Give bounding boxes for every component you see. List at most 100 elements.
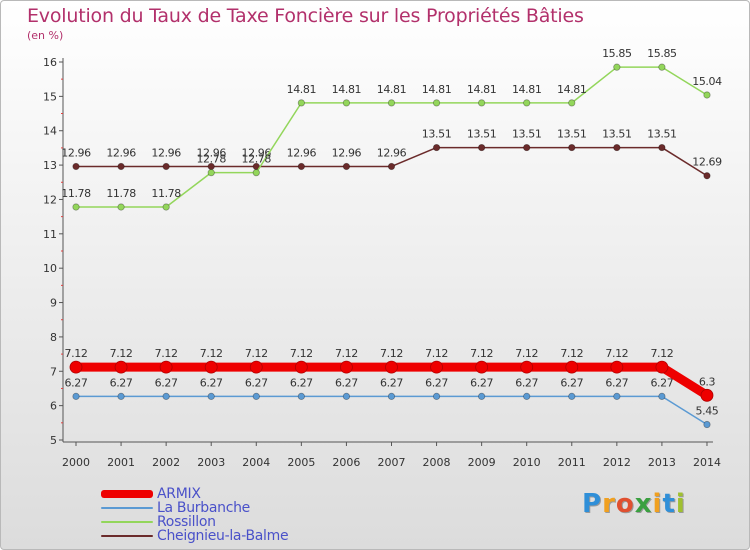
y-tick-label: 6 [50, 400, 57, 413]
data-point-armix [475, 360, 489, 374]
data-label-la-burbanche: 6.27 [65, 376, 88, 389]
data-point-la-burbanche [342, 392, 351, 400]
data-point-la-burbanche [432, 392, 441, 400]
data-label-cheignieu-la-balme: 13.51 [512, 128, 542, 141]
data-label-la-burbanche: 5.45 [696, 405, 719, 418]
data-point-rossillon [117, 203, 125, 211]
data-label-la-burbanche: 6.27 [110, 376, 133, 389]
legend-swatch [101, 490, 153, 498]
data-point-rossillon [523, 99, 531, 107]
data-label-armix: 7.12 [560, 347, 583, 360]
x-tick-label: 2004 [242, 456, 270, 469]
data-point-la-burbanche [207, 392, 215, 400]
data-label-rossillon: 15.85 [602, 47, 632, 60]
data-label-cheignieu-la-balme: 12.96 [242, 146, 272, 159]
data-point-rossillon [658, 63, 666, 71]
logo-letter: o [615, 489, 635, 519]
data-point-la-burbanche [568, 392, 576, 400]
data-point-armix [249, 360, 263, 374]
data-label-armix: 7.12 [470, 347, 493, 360]
data-point-cheignieu-la-balme [297, 162, 305, 171]
y-tick-label: 15 [43, 90, 57, 103]
data-label-rossillon: 14.81 [287, 83, 317, 96]
data-label-armix: 7.12 [605, 347, 628, 360]
data-point-rossillon [478, 99, 486, 107]
data-point-rossillon [613, 63, 621, 71]
chart-subtitle: (en %) [27, 29, 64, 42]
data-label-cheignieu-la-balme: 13.51 [557, 128, 587, 141]
logo-letter: P [582, 489, 603, 519]
data-point-armix [69, 360, 83, 374]
data-label-la-burbanche: 6.27 [560, 376, 583, 389]
data-point-armix [204, 360, 218, 374]
data-label-rossillon: 15.04 [692, 75, 722, 88]
y-tick-label: 5 [50, 434, 57, 447]
data-label-armix: 7.12 [245, 347, 268, 360]
x-tick-label: 2003 [197, 456, 225, 469]
data-label-rossillon: 14.81 [332, 83, 362, 96]
data-point-cheignieu-la-balme [658, 143, 666, 152]
y-tick-label: 7 [50, 365, 57, 378]
data-label-la-burbanche: 6.27 [245, 376, 268, 389]
data-label-cheignieu-la-balme: 12.96 [287, 146, 317, 159]
data-point-armix [610, 360, 624, 374]
x-tick-label: 2007 [377, 456, 405, 469]
data-point-cheignieu-la-balme [72, 162, 80, 171]
data-point-cheignieu-la-balme [568, 143, 576, 152]
data-point-cheignieu-la-balme [162, 162, 170, 171]
data-point-rossillon [162, 203, 170, 211]
data-point-armix [340, 360, 353, 374]
data-point-la-burbanche [478, 392, 486, 400]
x-tick-label: 2001 [107, 456, 135, 469]
data-label-rossillon: 14.81 [422, 83, 452, 96]
data-point-armix [294, 360, 308, 374]
data-label-rossillon: 14.81 [467, 83, 497, 96]
data-point-rossillon [72, 203, 80, 211]
x-tick-label: 2002 [152, 456, 180, 469]
data-label-cheignieu-la-balme: 13.51 [422, 128, 452, 141]
data-point-rossillon [432, 99, 441, 107]
data-label-la-burbanche: 6.27 [425, 376, 448, 389]
data-point-cheignieu-la-balme [478, 143, 486, 152]
data-point-armix [159, 360, 173, 374]
legend-label: Rossillon [157, 514, 216, 530]
legend-label: La Burbanche [157, 500, 250, 516]
data-label-armix: 7.12 [650, 347, 673, 360]
data-label-cheignieu-la-balme: 12.96 [61, 146, 91, 159]
data-point-la-burbanche [613, 392, 621, 400]
data-label-armix: 7.12 [200, 347, 223, 360]
legend-item: Cheignieu-la-Balme [101, 529, 289, 543]
data-label-cheignieu-la-balme: 12.96 [332, 146, 362, 159]
y-tick-label: 13 [43, 159, 57, 172]
data-label-cheignieu-la-balme: 12.96 [196, 146, 226, 159]
x-tick-label: 2000 [62, 456, 90, 469]
legend-swatch [101, 521, 153, 523]
legend-swatch [101, 507, 153, 509]
legend-swatch [101, 535, 153, 537]
data-label-cheignieu-la-balme: 12.96 [377, 146, 407, 159]
data-label-armix: 7.12 [335, 347, 358, 360]
data-label-la-burbanche: 6.27 [650, 376, 673, 389]
data-point-la-burbanche [297, 392, 305, 400]
logo-letter: i [675, 489, 686, 519]
data-point-cheignieu-la-balme [613, 143, 621, 152]
data-label-la-burbanche: 6.27 [515, 376, 538, 389]
data-point-la-burbanche [162, 392, 170, 400]
y-tick-label: 10 [43, 262, 57, 275]
data-point-cheignieu-la-balme [703, 172, 711, 180]
data-label-cheignieu-la-balme: 13.51 [467, 128, 497, 141]
logo-letter: t [662, 489, 676, 519]
data-label-la-burbanche: 6.27 [290, 376, 313, 389]
chart-legend: ARMIX La Burbanche Rossillon Cheignieu-la-B… [101, 487, 289, 543]
data-label-rossillon: 11.78 [106, 187, 136, 200]
x-tick-label: 2011 [558, 456, 586, 469]
data-label-rossillon: 14.81 [377, 83, 407, 96]
data-point-armix [385, 360, 398, 374]
legend-item: Rossillon [101, 515, 288, 529]
series-line-la-burbanche [75, 395, 708, 426]
data-label-la-burbanche: 6.27 [335, 376, 358, 389]
data-label-cheignieu-la-balme: 12.96 [151, 146, 181, 159]
data-point-rossillon [387, 99, 396, 107]
